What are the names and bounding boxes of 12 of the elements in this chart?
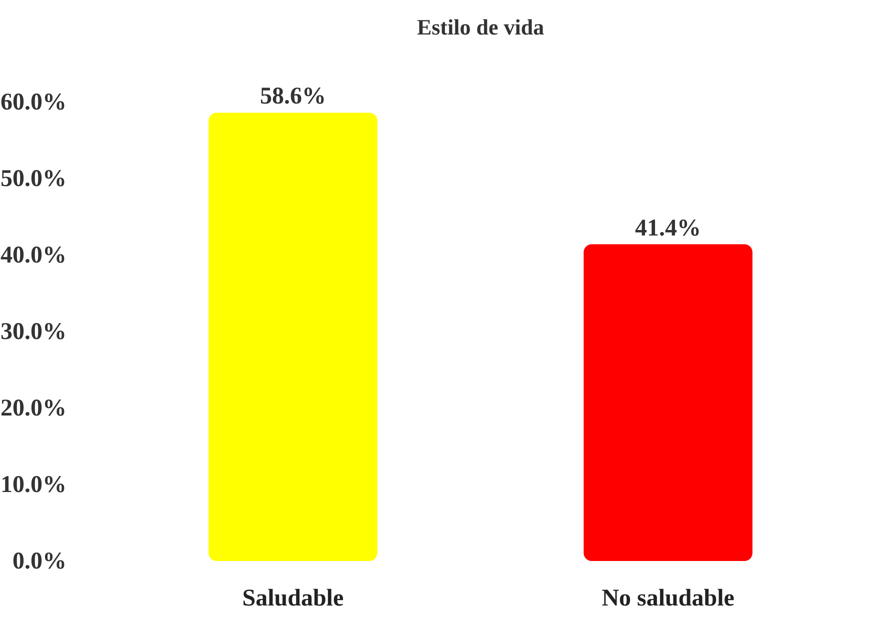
x-tick-label: No saludable <box>602 586 735 612</box>
y-tick-label: 20.0% <box>0 396 66 422</box>
data-label: 58.6% <box>260 84 326 110</box>
y-tick-label: 10.0% <box>0 472 66 498</box>
y-tick-label: 60.0% <box>0 90 66 116</box>
data-label: 41.4% <box>635 215 702 242</box>
x-tick-label: Saludable <box>242 586 344 612</box>
y-tick-label: 40.0% <box>0 242 66 268</box>
y-tick-label: 30.0% <box>0 319 66 345</box>
y-tick-label: 0.0% <box>12 548 66 574</box>
y-tick-label: 50.0% <box>0 166 66 192</box>
chart-title: Estilo de vida <box>416 14 544 40</box>
